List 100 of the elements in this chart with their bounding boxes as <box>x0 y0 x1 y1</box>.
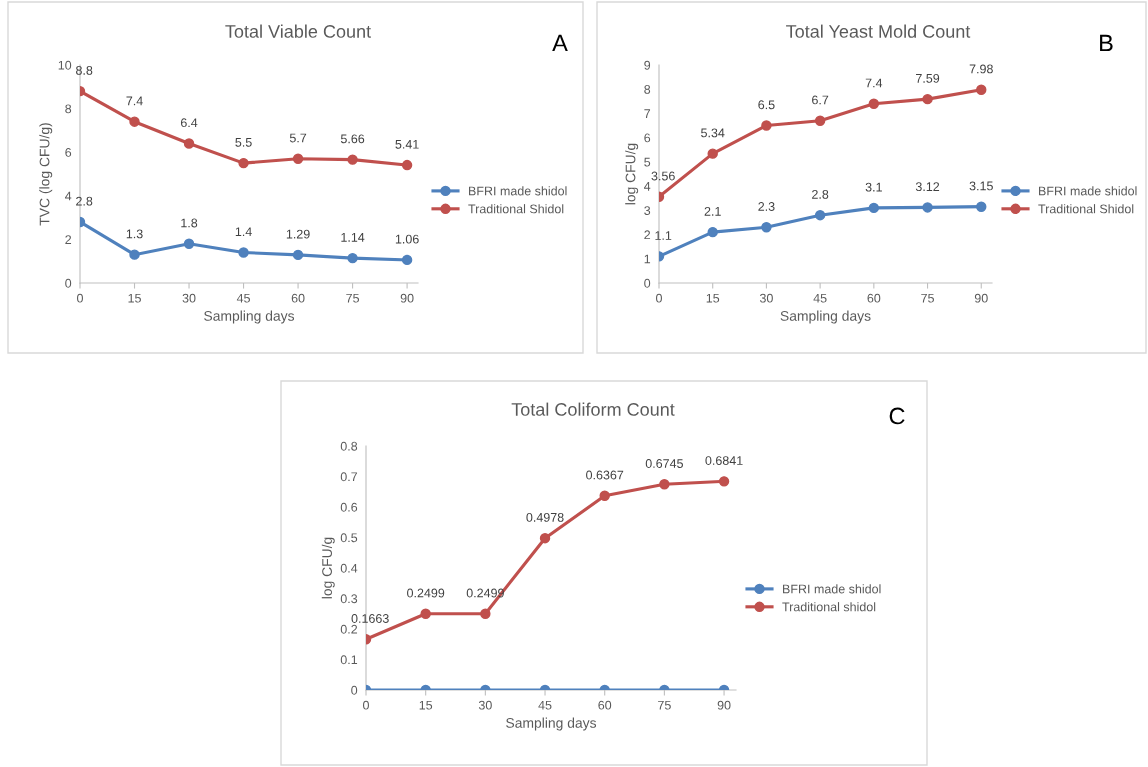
x-tick-label: 60 <box>867 293 881 303</box>
data-label: 1.1 <box>655 231 672 240</box>
y-tick-label: 0 <box>644 278 651 288</box>
y-tick-label: 4 <box>644 182 651 191</box>
data-label: 3.1 <box>865 182 882 192</box>
y-tick-label: 8 <box>644 85 651 94</box>
x-tick-label: 0 <box>77 293 83 303</box>
point <box>707 148 718 159</box>
data-label: 2.8 <box>76 196 93 206</box>
point <box>976 201 987 212</box>
y-tick-label: 0.8 <box>340 441 358 451</box>
data-label: 6.7 <box>812 95 829 105</box>
data-label: 5.34 <box>701 128 725 138</box>
x-tick-label: 15 <box>706 293 720 303</box>
x-axis-title: Sampling days <box>506 717 597 731</box>
point <box>659 479 670 490</box>
y-tick-label: 9 <box>644 60 651 70</box>
data-label: 3.12 <box>915 182 940 192</box>
y-tick-label: 0.2 <box>340 624 358 634</box>
point <box>238 247 249 258</box>
point <box>480 608 491 619</box>
point <box>761 120 772 131</box>
x-tick-label: 60 <box>291 293 305 303</box>
y-axis-title: log CFU/g <box>321 537 335 599</box>
legend-label: BFRI made shidol <box>1039 186 1137 196</box>
point <box>347 252 358 264</box>
data-label: 2.8 <box>812 189 829 199</box>
y-tick-label: 4 <box>65 191 72 201</box>
point <box>183 138 195 149</box>
x-tick-label: 0 <box>656 293 662 303</box>
y-axis-title: log CFU/g <box>625 143 639 205</box>
y-tick-label: 0.3 <box>340 594 358 604</box>
x-tick-label: 30 <box>759 293 773 303</box>
y-tick-label: 5 <box>644 157 651 167</box>
x-tick-label: 30 <box>182 293 196 303</box>
data-label: 7.4 <box>865 78 883 88</box>
point <box>238 157 249 169</box>
x-tick-label: 15 <box>128 293 141 303</box>
chart-title: Total Yeast Mold Count <box>786 24 971 38</box>
data-label: 1.8 <box>181 218 198 228</box>
data-label: 3.56 <box>651 171 675 181</box>
data-label: 8.8 <box>76 65 93 75</box>
y-tick-label: 0.7 <box>340 472 358 482</box>
x-tick-label: 90 <box>400 293 414 303</box>
data-label: 1.06 <box>395 234 419 244</box>
point <box>129 249 140 260</box>
point <box>814 209 826 221</box>
y-tick-label: 0.4 <box>340 563 358 573</box>
y-tick-label: 2 <box>644 230 651 240</box>
data-label: 7.4 <box>126 96 143 106</box>
point <box>401 159 413 171</box>
point <box>129 116 140 127</box>
y-axis-title: TVC (log CFU/g) <box>39 123 53 226</box>
text: A <box>552 34 568 52</box>
point <box>292 249 304 261</box>
data-label: 0.1663 <box>351 614 389 623</box>
data-label: 5.7 <box>289 133 307 143</box>
point <box>292 153 304 164</box>
point <box>976 84 987 95</box>
point <box>347 154 358 165</box>
data-label: 7.98 <box>969 64 993 74</box>
point <box>420 608 431 619</box>
data-label: 0.2499 <box>407 588 445 598</box>
data-label: 6.5 <box>758 100 775 110</box>
point <box>922 93 933 105</box>
point <box>868 98 880 109</box>
point <box>401 254 413 266</box>
y-tick-label: 6 <box>644 133 651 143</box>
legend-label: BFRI made shidol <box>469 186 567 196</box>
data-label: 1.14 <box>341 233 365 242</box>
data-label: 6.4 <box>180 118 198 128</box>
y-tick-label: 8 <box>65 104 72 114</box>
point <box>599 490 610 502</box>
x-tick-label: 30 <box>478 700 492 710</box>
data-label: 7.59 <box>916 73 940 83</box>
y-tick-label: 3 <box>644 206 651 215</box>
y-tick-label: 0.6 <box>340 502 358 512</box>
x-tick-label: 45 <box>236 293 250 303</box>
data-label: 0.6841 <box>705 456 743 465</box>
y-tick-label: 10 <box>58 60 72 70</box>
chart-title: Total Viable Count <box>225 24 371 38</box>
x-tick-label: 90 <box>974 293 988 303</box>
data-label: 1.3 <box>126 229 143 239</box>
point <box>183 238 195 249</box>
x-tick-label: 90 <box>717 700 731 710</box>
point <box>761 222 772 233</box>
y-tick-label: 0.1 <box>340 655 358 665</box>
data-label: 5.5 <box>235 138 252 147</box>
legend-label: Traditional Shidol <box>1038 204 1134 214</box>
data-label: 3.15 <box>969 181 993 191</box>
point <box>539 532 551 544</box>
y-tick-label: 7 <box>644 109 651 118</box>
x-tick-label: 75 <box>658 700 671 710</box>
data-label: 0.6745 <box>645 459 683 468</box>
data-label: 0.6367 <box>586 470 624 480</box>
point <box>814 115 826 126</box>
point <box>868 202 880 214</box>
x-tick-label: 75 <box>346 293 360 303</box>
data-label: 5.41 <box>395 139 419 149</box>
x-axis-title: Sampling days <box>204 310 295 324</box>
